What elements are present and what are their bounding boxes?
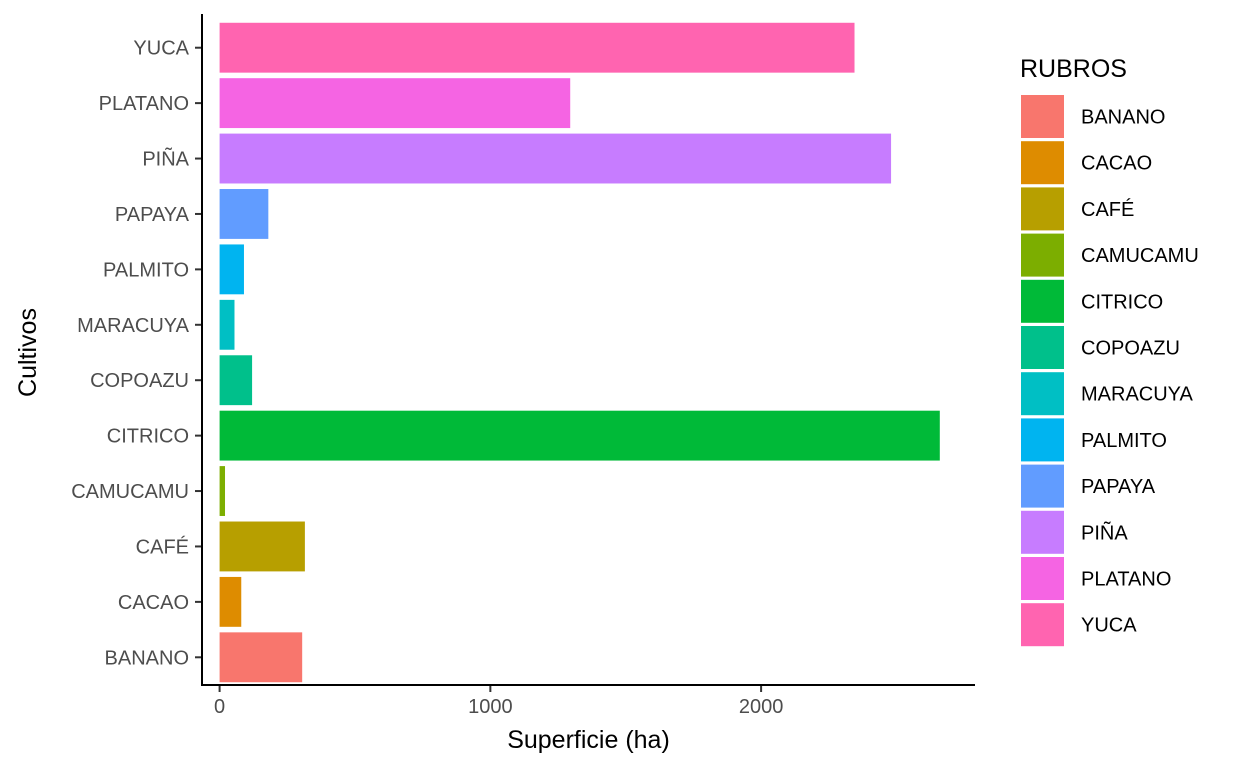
bar-papaya xyxy=(219,189,269,239)
legend-key-café xyxy=(1021,187,1064,231)
y-tick-label: YUCA xyxy=(133,38,189,60)
x-axis-title: Superficie (ha) xyxy=(507,726,670,754)
legend-label: MARACUYA xyxy=(1081,384,1194,406)
y-tick-label: COPOAZU xyxy=(90,370,189,392)
y-tick-label: PLATANO xyxy=(99,93,189,115)
legend-label: PAPAYA xyxy=(1081,476,1156,498)
legend-label: CITRICO xyxy=(1081,291,1163,313)
bar-café xyxy=(219,521,305,572)
bar-copoazu xyxy=(219,355,253,406)
y-tick-label: CACAO xyxy=(118,592,189,614)
legend-key-yuca xyxy=(1021,603,1064,647)
legend-label: BANANO xyxy=(1081,107,1165,129)
legend-key-piña xyxy=(1021,510,1064,554)
y-tick-label: BANANO xyxy=(105,647,189,669)
x-axis-ticks: 0 1000 2000 xyxy=(214,685,783,718)
bar-maracuya xyxy=(219,299,235,350)
bar-platano xyxy=(219,78,571,129)
y-axis-ticks: BANANO CACAO CAFÉ CAMUCAMU CITRICO COPOAZU MAR… xyxy=(71,38,202,669)
bar-yuca xyxy=(219,22,855,73)
y-tick-label: CAMUCAMU xyxy=(71,481,189,503)
legend-label: PLATANO xyxy=(1081,569,1171,591)
legend-label: YUCA xyxy=(1081,615,1137,637)
legend-key-papaya xyxy=(1021,464,1064,508)
legend-label: CACAO xyxy=(1081,153,1152,175)
bar-camucamu xyxy=(219,466,226,516)
bar-piña xyxy=(219,133,892,184)
legend-label: CAMUCAMU xyxy=(1081,245,1199,267)
bar-cacao xyxy=(219,576,242,627)
legend-label: COPOAZU xyxy=(1081,338,1180,360)
legend-label: PIÑA xyxy=(1081,520,1128,544)
legend-key-palmito xyxy=(1021,418,1064,462)
y-tick-label: PALMITO xyxy=(103,259,189,281)
y-tick-label: PIÑA xyxy=(142,147,189,171)
legend-key-cacao xyxy=(1021,141,1064,185)
legend-key-maracuya xyxy=(1021,372,1064,416)
bar-banano xyxy=(219,632,303,683)
legend-key-platano xyxy=(1021,557,1064,600)
legend-label: CAFÉ xyxy=(1081,198,1134,221)
bars-group xyxy=(219,22,940,683)
legend-key-camucamu xyxy=(1021,233,1064,277)
x-tick-label: 0 xyxy=(214,696,225,718)
x-tick-label: 1000 xyxy=(468,696,513,718)
y-tick-label: PAPAYA xyxy=(115,204,190,226)
legend-key-citrico xyxy=(1021,279,1064,323)
bar-citrico xyxy=(219,410,940,461)
legend-key-copoazu xyxy=(1021,326,1064,369)
legend-key-banano xyxy=(1021,95,1064,138)
y-tick-label: CITRICO xyxy=(107,426,189,448)
y-tick-label: MARACUYA xyxy=(77,315,190,337)
legend-title: RUBROS xyxy=(1020,55,1127,83)
bar-palmito xyxy=(219,244,244,295)
legend: RUBROS BANANO CACAO CAFÉ CAMUCAMU CITRICO COP… xyxy=(1020,55,1199,647)
legend-items: BANANO CACAO CAFÉ CAMUCAMU CITRICO COPOAZU MAR… xyxy=(1021,95,1199,647)
legend-label: PALMITO xyxy=(1081,430,1167,452)
y-tick-label: CAFÉ xyxy=(136,535,189,558)
x-tick-label: 2000 xyxy=(739,696,784,718)
y-axis-title: Cultivos xyxy=(14,308,42,397)
